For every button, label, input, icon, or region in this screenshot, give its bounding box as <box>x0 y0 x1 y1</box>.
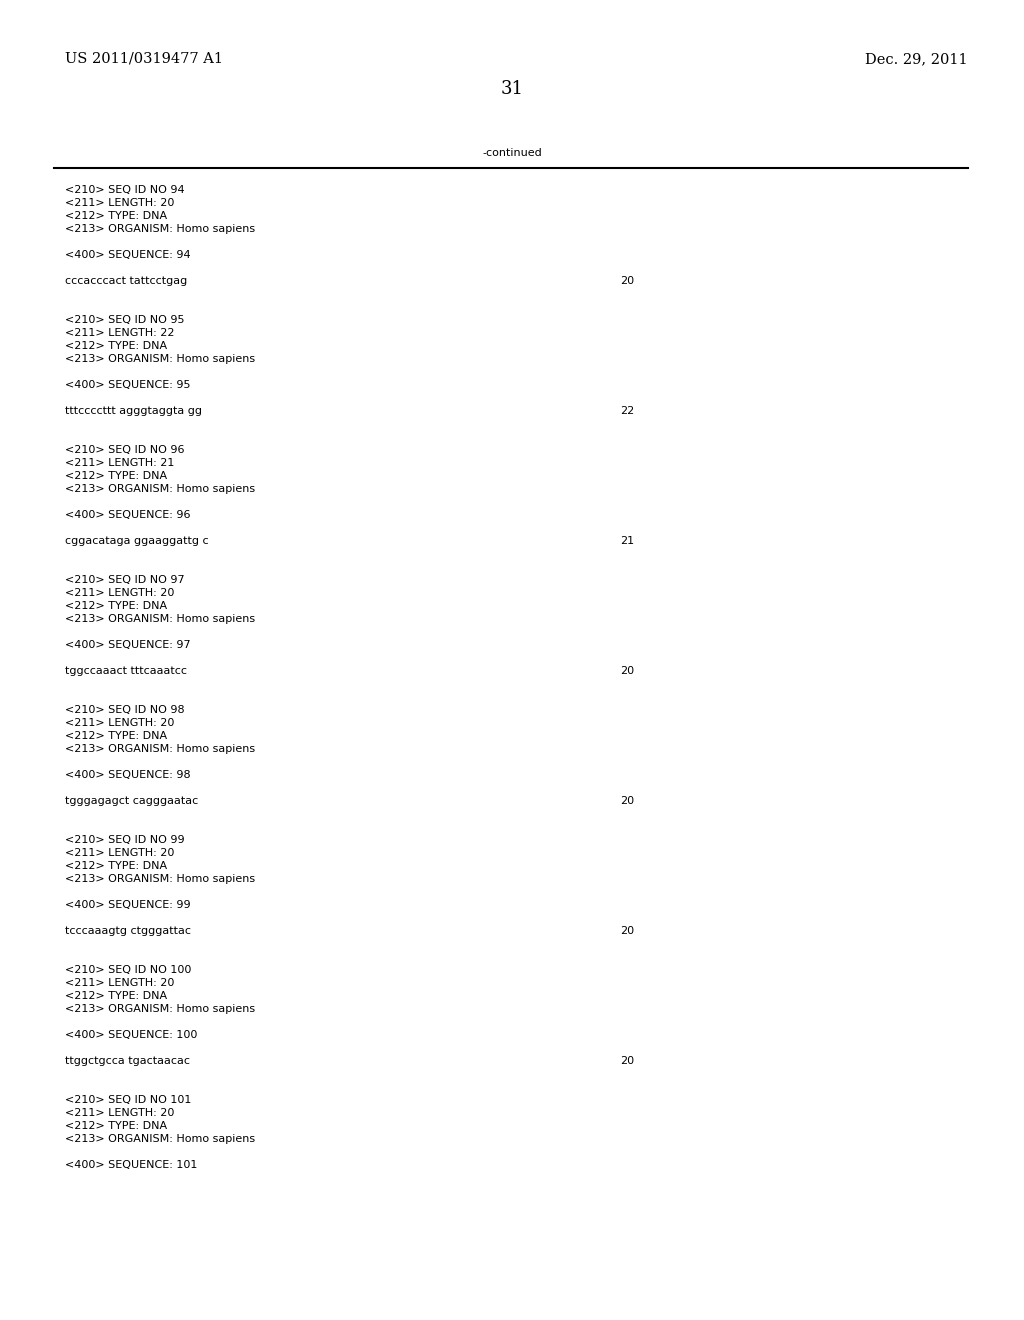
Text: <212> TYPE: DNA: <212> TYPE: DNA <box>65 991 167 1001</box>
Text: <211> LENGTH: 20: <211> LENGTH: 20 <box>65 198 174 209</box>
Text: <211> LENGTH: 20: <211> LENGTH: 20 <box>65 1107 174 1118</box>
Text: <213> ORGANISM: Homo sapiens: <213> ORGANISM: Homo sapiens <box>65 1134 255 1144</box>
Text: 20: 20 <box>620 276 634 286</box>
Text: cccacccact tattcctgag: cccacccact tattcctgag <box>65 276 187 286</box>
Text: <213> ORGANISM: Homo sapiens: <213> ORGANISM: Homo sapiens <box>65 354 255 364</box>
Text: <212> TYPE: DNA: <212> TYPE: DNA <box>65 211 167 220</box>
Text: <210> SEQ ID NO 94: <210> SEQ ID NO 94 <box>65 185 184 195</box>
Text: <400> SEQUENCE: 96: <400> SEQUENCE: 96 <box>65 510 190 520</box>
Text: <400> SEQUENCE: 101: <400> SEQUENCE: 101 <box>65 1160 198 1170</box>
Text: Dec. 29, 2011: Dec. 29, 2011 <box>865 51 968 66</box>
Text: <213> ORGANISM: Homo sapiens: <213> ORGANISM: Homo sapiens <box>65 744 255 754</box>
Text: <210> SEQ ID NO 95: <210> SEQ ID NO 95 <box>65 315 184 325</box>
Text: <211> LENGTH: 20: <211> LENGTH: 20 <box>65 587 174 598</box>
Text: <212> TYPE: DNA: <212> TYPE: DNA <box>65 601 167 611</box>
Text: 20: 20 <box>620 667 634 676</box>
Text: <212> TYPE: DNA: <212> TYPE: DNA <box>65 861 167 871</box>
Text: <211> LENGTH: 20: <211> LENGTH: 20 <box>65 978 174 987</box>
Text: <212> TYPE: DNA: <212> TYPE: DNA <box>65 471 167 480</box>
Text: <210> SEQ ID NO 98: <210> SEQ ID NO 98 <box>65 705 184 715</box>
Text: <210> SEQ ID NO 96: <210> SEQ ID NO 96 <box>65 445 184 455</box>
Text: <400> SEQUENCE: 95: <400> SEQUENCE: 95 <box>65 380 190 389</box>
Text: <210> SEQ ID NO 101: <210> SEQ ID NO 101 <box>65 1096 191 1105</box>
Text: US 2011/0319477 A1: US 2011/0319477 A1 <box>65 51 223 66</box>
Text: <212> TYPE: DNA: <212> TYPE: DNA <box>65 731 167 741</box>
Text: <213> ORGANISM: Homo sapiens: <213> ORGANISM: Homo sapiens <box>65 484 255 494</box>
Text: <211> LENGTH: 20: <211> LENGTH: 20 <box>65 847 174 858</box>
Text: <211> LENGTH: 21: <211> LENGTH: 21 <box>65 458 174 469</box>
Text: -continued: -continued <box>482 148 542 158</box>
Text: tttccccttt agggtaggta gg: tttccccttt agggtaggta gg <box>65 407 202 416</box>
Text: <400> SEQUENCE: 99: <400> SEQUENCE: 99 <box>65 900 190 909</box>
Text: <213> ORGANISM: Homo sapiens: <213> ORGANISM: Homo sapiens <box>65 224 255 234</box>
Text: <210> SEQ ID NO 99: <210> SEQ ID NO 99 <box>65 836 184 845</box>
Text: 21: 21 <box>620 536 634 546</box>
Text: <400> SEQUENCE: 94: <400> SEQUENCE: 94 <box>65 249 190 260</box>
Text: <400> SEQUENCE: 97: <400> SEQUENCE: 97 <box>65 640 190 649</box>
Text: <213> ORGANISM: Homo sapiens: <213> ORGANISM: Homo sapiens <box>65 874 255 884</box>
Text: <212> TYPE: DNA: <212> TYPE: DNA <box>65 341 167 351</box>
Text: <400> SEQUENCE: 98: <400> SEQUENCE: 98 <box>65 770 190 780</box>
Text: <210> SEQ ID NO 97: <210> SEQ ID NO 97 <box>65 576 184 585</box>
Text: tcccaaagtg ctgggattac: tcccaaagtg ctgggattac <box>65 927 191 936</box>
Text: <213> ORGANISM: Homo sapiens: <213> ORGANISM: Homo sapiens <box>65 614 255 624</box>
Text: <400> SEQUENCE: 100: <400> SEQUENCE: 100 <box>65 1030 198 1040</box>
Text: cggacataga ggaaggattg c: cggacataga ggaaggattg c <box>65 536 209 546</box>
Text: <213> ORGANISM: Homo sapiens: <213> ORGANISM: Homo sapiens <box>65 1005 255 1014</box>
Text: 22: 22 <box>620 407 634 416</box>
Text: ttggctgcca tgactaacac: ttggctgcca tgactaacac <box>65 1056 190 1067</box>
Text: 31: 31 <box>501 81 523 98</box>
Text: tgggagagct cagggaatac: tgggagagct cagggaatac <box>65 796 199 807</box>
Text: 20: 20 <box>620 927 634 936</box>
Text: 20: 20 <box>620 796 634 807</box>
Text: <211> LENGTH: 20: <211> LENGTH: 20 <box>65 718 174 729</box>
Text: tggccaaact tttcaaatcc: tggccaaact tttcaaatcc <box>65 667 187 676</box>
Text: <210> SEQ ID NO 100: <210> SEQ ID NO 100 <box>65 965 191 975</box>
Text: <211> LENGTH: 22: <211> LENGTH: 22 <box>65 327 174 338</box>
Text: 20: 20 <box>620 1056 634 1067</box>
Text: <212> TYPE: DNA: <212> TYPE: DNA <box>65 1121 167 1131</box>
